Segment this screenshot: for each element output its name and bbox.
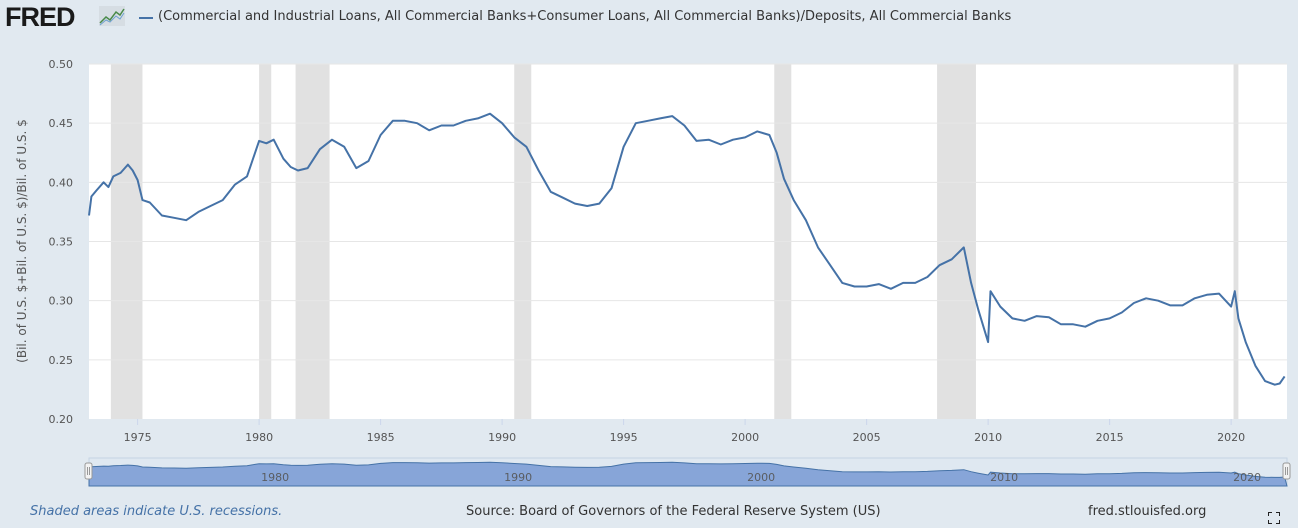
x-tick-label: 1975 (124, 431, 152, 444)
x-tick-label: 2010 (974, 431, 1002, 444)
navigator-handle-right[interactable] (1282, 462, 1291, 480)
navigator-label: 1980 (261, 471, 289, 484)
y-tick-label: 0.25 (49, 354, 74, 367)
y-tick-label: 0.45 (49, 117, 74, 130)
fred-logo[interactable]: FRED (5, 2, 75, 32)
navigator-label: 2020 (1233, 471, 1261, 484)
navigator-label: 2010 (990, 471, 1018, 484)
y-tick-label: 0.20 (49, 413, 74, 426)
y-tick-label: 0.50 (49, 58, 74, 71)
navigator-label: 2000 (747, 471, 775, 484)
navigator-series-area (88, 461, 1288, 487)
y-axis-label: (Bil. of U.S. $+Bil. of U.S. $)/Bil. of … (15, 119, 29, 363)
fullscreen-icon[interactable] (1268, 512, 1280, 524)
x-tick-label: 1980 (245, 431, 273, 444)
navigator-handle-left[interactable] (84, 462, 93, 480)
x-tick-label: 1990 (488, 431, 516, 444)
x-tick-label: 1985 (367, 431, 395, 444)
series-line[interactable] (88, 112, 1286, 386)
x-tick-label: 1995 (610, 431, 638, 444)
x-tick-label: 2015 (1096, 431, 1124, 444)
x-tick-label: 2000 (731, 431, 759, 444)
y-tick-label: 0.30 (49, 295, 74, 308)
source-text: Source: Board of Governors of the Federa… (466, 504, 881, 519)
recession-note: Shaded areas indicate U.S. recessions. (30, 504, 283, 519)
y-tick-label: 0.35 (49, 236, 74, 249)
chart-header: FRED (Commercial and Industrial Loans, A… (0, 0, 1298, 40)
range-navigator[interactable]: 1980 1990 2000 2010 2020 (84, 457, 1291, 487)
navigator-label: 1990 (504, 471, 532, 484)
x-tick-label: 2005 (853, 431, 881, 444)
legend-swatch (139, 17, 153, 19)
x-tick-label: 2020 (1217, 431, 1245, 444)
line-graph-icon (99, 6, 125, 26)
legend-label[interactable]: (Commercial and Industrial Loans, All Co… (158, 9, 1012, 24)
site-link[interactable]: fred.stlouisfed.org (1088, 504, 1207, 519)
y-tick-label: 0.40 (49, 176, 74, 189)
